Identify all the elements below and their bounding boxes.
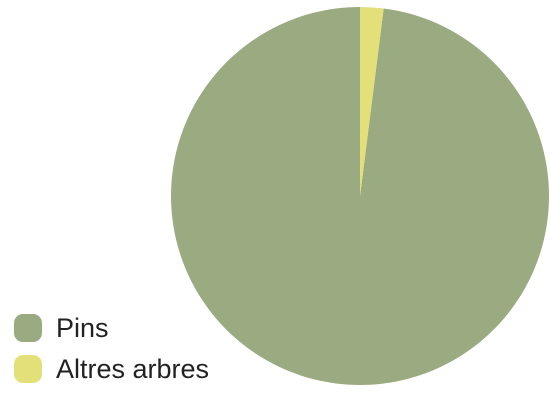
pie-slice-pins — [171, 7, 550, 385]
pie-slice-altres-arbres — [360, 7, 384, 196]
legend-item-pins: Pins — [14, 313, 209, 343]
pie-slices — [171, 7, 550, 385]
legend-label-altres-arbres: Altres arbres — [56, 354, 210, 384]
legend-swatch-altres-arbres — [14, 355, 42, 383]
legend-label-pins: Pins — [56, 313, 109, 343]
chart-legend: Pins Altres arbres — [14, 313, 209, 384]
legend-swatch-pins — [14, 314, 42, 342]
legend-item-altres-arbres: Altres arbres — [14, 354, 209, 384]
